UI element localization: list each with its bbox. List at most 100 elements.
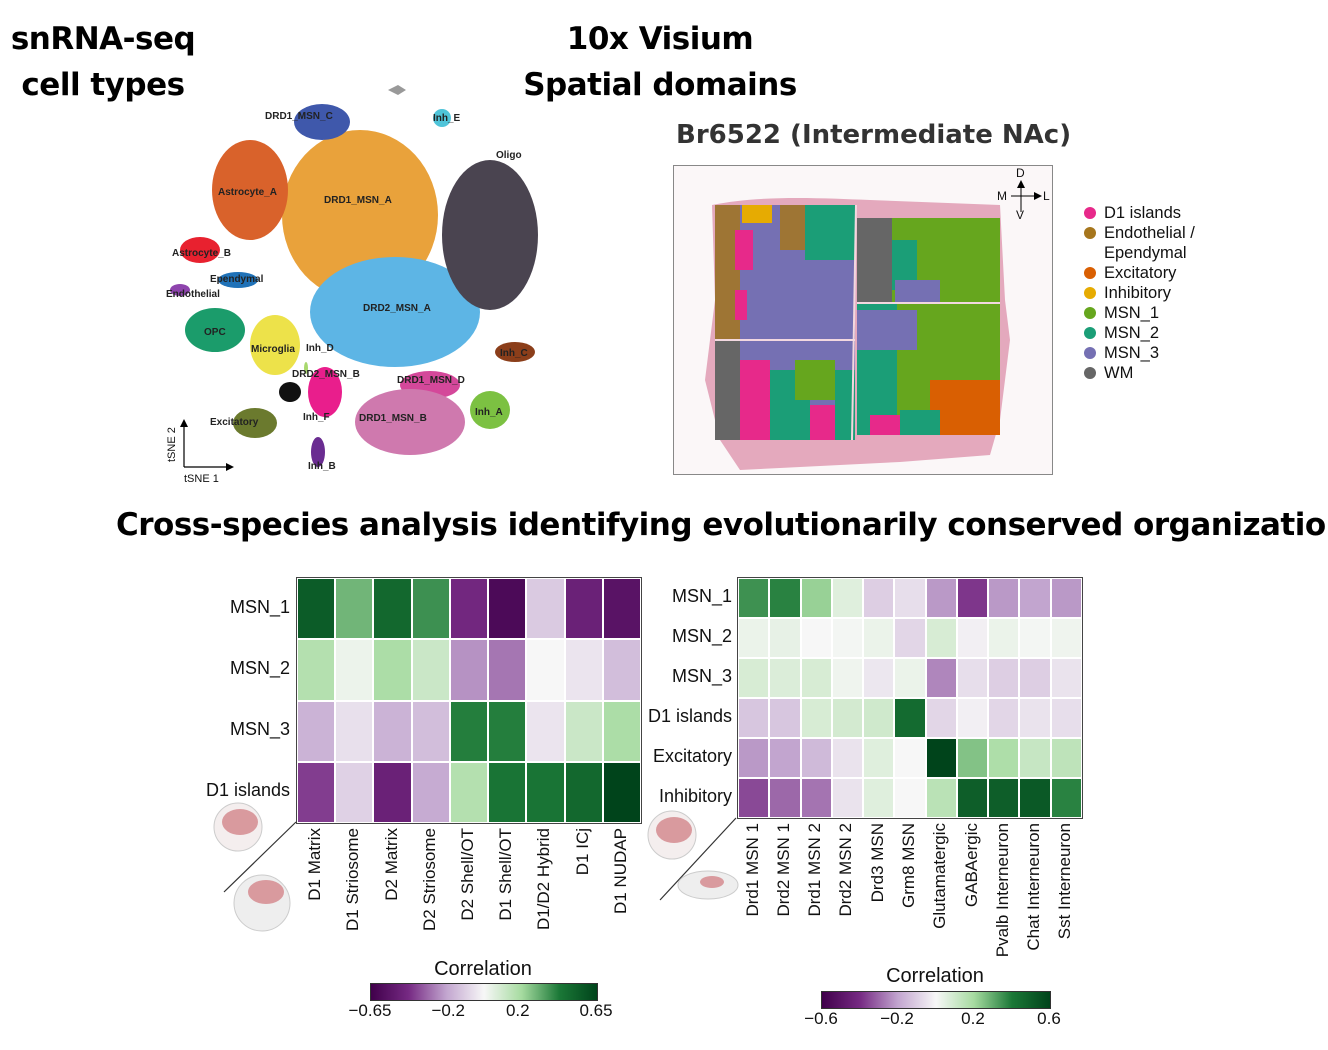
heatmap-cell (297, 761, 336, 823)
colorbar-tick-label: −0.2 (880, 1009, 914, 1028)
heatmap-cell (297, 578, 336, 640)
heatmap-cell (564, 700, 603, 762)
heatmap-cell (411, 700, 450, 762)
heatmap-cell (800, 658, 832, 698)
column-label-d2-striosome: D2 Striosome (419, 828, 439, 931)
heatmap-cell (956, 738, 989, 778)
title-line: Spatial domains (523, 67, 797, 103)
visium-sample-title: Br6522 (Intermediate NAc) (676, 120, 1072, 150)
title-line: cell types (21, 67, 185, 103)
legend-label: WM (1104, 364, 1134, 382)
legend-swatch (1084, 227, 1096, 239)
legend-item-inhibitory: Inhibitory (1084, 283, 1214, 303)
heatmap-cell (488, 578, 527, 640)
heatmap-cell (831, 698, 864, 738)
heatmap-cell (863, 738, 895, 778)
tsne-label-drd2-msn-b: DRD2_MSN_B (292, 369, 360, 380)
heatmap-cell (956, 698, 989, 738)
compass-ventral: V (1016, 208, 1025, 222)
heatmap-cell (602, 639, 641, 701)
heatmap-cell (738, 738, 770, 778)
heatmap-cell (925, 778, 957, 818)
heatmap-cell (925, 698, 957, 738)
heatmap-cell (988, 618, 1020, 658)
tsne-label-drd1-msn-a: DRD1_MSN_A (324, 195, 392, 206)
diagonal-divider (659, 817, 737, 901)
colorbar-tick-label: −0.6 (804, 1009, 838, 1028)
column-label-d1-matrix: D1 Matrix (305, 828, 325, 901)
row-label-d1-islands: D1 islands (205, 780, 290, 801)
heatmap-cell (863, 658, 895, 698)
heatmap-cell (297, 700, 336, 762)
heatmap-cell (526, 578, 565, 640)
heatmap-cell (602, 578, 641, 640)
heatmap-cell (449, 639, 489, 701)
column-label-d1-icj: D1 ICj (572, 828, 592, 876)
legend-swatch (1084, 267, 1096, 279)
heatmap-cell (956, 618, 989, 658)
tsne-cluster-excitatory (233, 408, 277, 438)
legend-label: MSN_3 (1104, 344, 1160, 362)
tsne-label-microglia: Microglia (251, 344, 295, 355)
tsne-cluster-drd1-msn-c (294, 104, 350, 140)
heatmap-1 (296, 577, 642, 824)
heatmap-cell (373, 639, 412, 701)
colorbar-tick-label: 0.2 (505, 1001, 530, 1020)
tsne-label-inh-c: Inh_C (500, 348, 528, 359)
tsne-axes (180, 419, 234, 471)
heatmap-cell (1019, 738, 1051, 778)
mouse-icon (677, 870, 739, 900)
heatmap-cell (488, 700, 527, 762)
heatmap-cell (894, 778, 926, 818)
column-label-chat-interneuron: Chat Interneuron (1024, 823, 1044, 951)
legend-swatch (1084, 287, 1096, 299)
legend-item-msn-1: MSN_1 (1084, 303, 1214, 323)
heatmap-cell (1019, 698, 1051, 738)
row-label-inhibitory: Inhibitory (658, 786, 732, 806)
column-label-gabaergic: GABAergic (961, 823, 981, 908)
tsne-cluster-unlabeled (388, 85, 406, 95)
heatmap-cell (769, 738, 801, 778)
heatmap-cell (602, 761, 641, 823)
heatmap-cell (988, 698, 1020, 738)
heatmap-cell (1050, 658, 1082, 698)
heatmap-cell (1019, 618, 1051, 658)
heatmap-cell (1050, 578, 1082, 618)
heatmap-cell (449, 578, 489, 640)
column-label-drd3-msn: Drd3 MSN (867, 823, 887, 903)
heatmap-cell (769, 618, 801, 658)
cross-species-title: Cross-species analysis identifying evolu… (116, 507, 1328, 543)
tsne-label-drd1-msn-c: DRD1_MSN_C (265, 111, 333, 122)
heatmap-cell (526, 761, 565, 823)
heatmap-cell (738, 578, 770, 618)
legend-item-msn-2: MSN_2 (1084, 323, 1214, 343)
heatmap-cell (988, 658, 1020, 698)
legend-swatch (1084, 347, 1096, 359)
tsne-label-endothelial: Endothelial (166, 289, 220, 300)
heatmap-cell (449, 700, 489, 762)
heatmap-cell (411, 578, 450, 640)
heatmap-cell (863, 578, 895, 618)
column-label-d1-nudap: D1 NUDAP (610, 828, 630, 914)
legend-item-wm: WM (1084, 363, 1214, 383)
heatmap-cell (738, 698, 770, 738)
heatmap-cell (449, 761, 489, 823)
legend-label: Excitatory (1104, 264, 1177, 282)
column-label-grm8-msn: Grm8 MSN (899, 823, 918, 908)
heatmap-cell (800, 778, 832, 818)
column-label-d1-d2-hybrid: D1/D2 Hybrid (534, 828, 554, 931)
colorbar-tick-label: 0.6 (1037, 1009, 1061, 1028)
heatmap-cell (411, 639, 450, 701)
heatmap-cell (738, 658, 770, 698)
heatmap-cell (988, 778, 1020, 818)
visium-title: 10x Visium Spatial domains (500, 16, 820, 108)
heatmap-cell (411, 761, 450, 823)
colorbar-title: Correlation (886, 965, 984, 987)
tsne-plot (170, 85, 1053, 475)
tsne-cluster-microglia (250, 315, 300, 375)
heatmap-cell (1019, 658, 1051, 698)
tsne-label-drd1-msn-d: DRD1_MSN_D (397, 375, 465, 386)
tsne-y-axis-label: tSNE 2 (166, 427, 178, 462)
heatmap-cell (564, 639, 603, 701)
species-icons (213, 802, 297, 932)
